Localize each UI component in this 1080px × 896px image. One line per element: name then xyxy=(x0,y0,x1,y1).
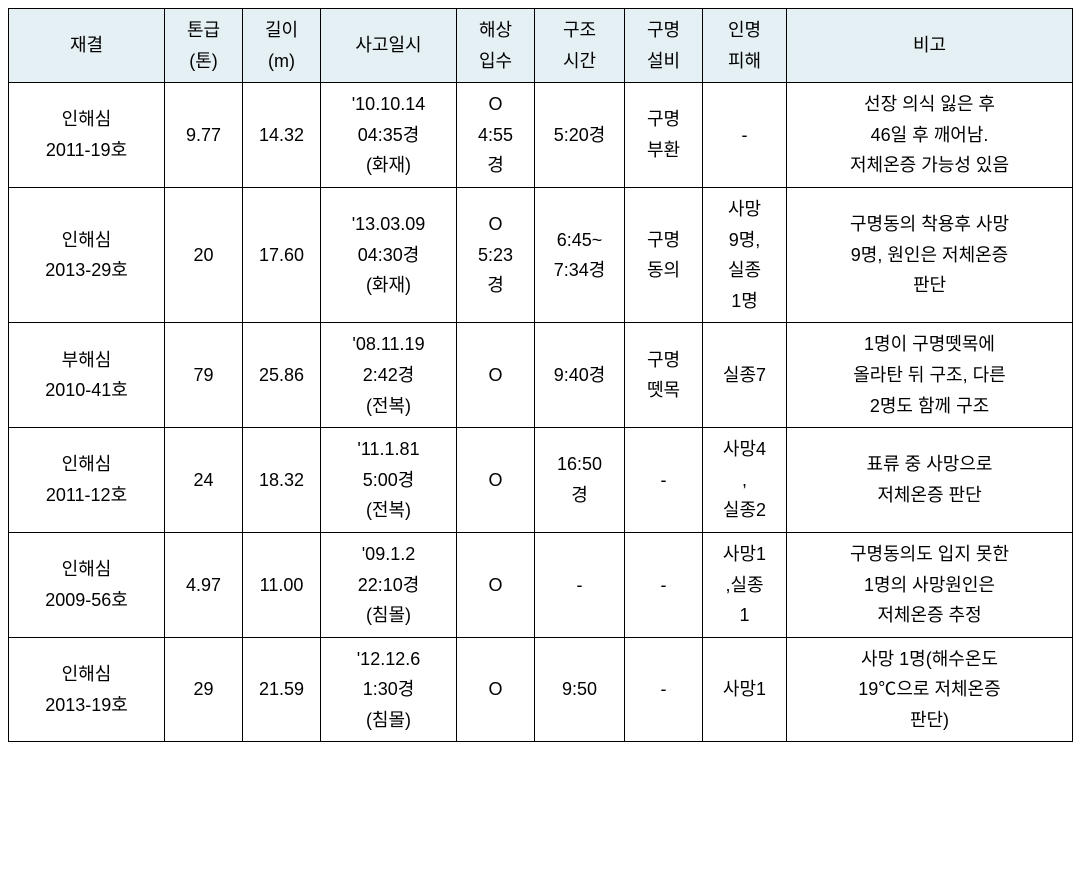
cell-ruling: 인해심 2013-29호 xyxy=(9,187,165,322)
cell-lifesaving-equipment: 구명 동의 xyxy=(625,187,703,322)
cell-casualties: - xyxy=(703,83,787,188)
cell-length: 21.59 xyxy=(243,637,321,742)
cell-accident-datetime: '08.11.19 2:42경 (전복) xyxy=(321,323,457,428)
cell-lifesaving-equipment: 구명 뗏목 xyxy=(625,323,703,428)
cell-remarks: 구명동의 착용후 사망 9명, 원인은 저체온증 판단 xyxy=(787,187,1073,322)
cell-casualties: 사망4 , 실종2 xyxy=(703,428,787,533)
cell-accident-datetime: '10.10.14 04:35경 (화재) xyxy=(321,83,457,188)
accident-table: 재결 톤급 (톤) 길이 (m) 사고일시 해상 입수 구조 시간 구명 설비 … xyxy=(8,8,1073,742)
col-header-casualties: 인명 피해 xyxy=(703,9,787,83)
table-row: 인해심 2011-12호 24 18.32 '11.1.81 5:00경 (전복… xyxy=(9,428,1073,533)
col-header-accident-datetime: 사고일시 xyxy=(321,9,457,83)
col-header-remarks: 비고 xyxy=(787,9,1073,83)
cell-length: 17.60 xyxy=(243,187,321,322)
cell-remarks: 표류 중 사망으로 저체온증 판단 xyxy=(787,428,1073,533)
cell-lifesaving-equipment: - xyxy=(625,532,703,637)
col-header-lifesaving-equipment: 구명 설비 xyxy=(625,9,703,83)
cell-casualties: 사망1 xyxy=(703,637,787,742)
cell-lifesaving-equipment: - xyxy=(625,428,703,533)
cell-remarks: 사망 1명(해수온도 19℃으로 저체온증 판단) xyxy=(787,637,1073,742)
cell-remarks: 1명이 구명뗏목에 올라탄 뒤 구조, 다른 2명도 함께 구조 xyxy=(787,323,1073,428)
cell-tonnage: 79 xyxy=(165,323,243,428)
cell-rescue-time: 5:20경 xyxy=(535,83,625,188)
col-header-tonnage: 톤급 (톤) xyxy=(165,9,243,83)
cell-length: 14.32 xyxy=(243,83,321,188)
col-header-ruling: 재결 xyxy=(9,9,165,83)
cell-rescue-time: - xyxy=(535,532,625,637)
cell-sea-entry: O 4:55 경 xyxy=(457,83,535,188)
cell-remarks: 구명동의도 입지 못한 1명의 사망원인은 저체온증 추정 xyxy=(787,532,1073,637)
cell-rescue-time: 9:40경 xyxy=(535,323,625,428)
cell-tonnage: 20 xyxy=(165,187,243,322)
cell-tonnage: 9.77 xyxy=(165,83,243,188)
cell-tonnage: 24 xyxy=(165,428,243,533)
col-header-sea-entry: 해상 입수 xyxy=(457,9,535,83)
cell-rescue-time: 9:50 xyxy=(535,637,625,742)
table-row: 인해심 2013-29호 20 17.60 '13.03.09 04:30경 (… xyxy=(9,187,1073,322)
cell-sea-entry: O xyxy=(457,323,535,428)
table-row: 부해심 2010-41호 79 25.86 '08.11.19 2:42경 (전… xyxy=(9,323,1073,428)
col-header-length: 길이 (m) xyxy=(243,9,321,83)
cell-rescue-time: 16:50 경 xyxy=(535,428,625,533)
cell-sea-entry: O 5:23 경 xyxy=(457,187,535,322)
cell-accident-datetime: '13.03.09 04:30경 (화재) xyxy=(321,187,457,322)
cell-casualties: 실종7 xyxy=(703,323,787,428)
cell-ruling: 인해심 2011-19호 xyxy=(9,83,165,188)
cell-remarks: 선장 의식 잃은 후 46일 후 깨어남. 저체온증 가능성 있음 xyxy=(787,83,1073,188)
cell-accident-datetime: '09.1.2 22:10경 (침몰) xyxy=(321,532,457,637)
cell-lifesaving-equipment: 구명 부환 xyxy=(625,83,703,188)
cell-ruling: 인해심 2011-12호 xyxy=(9,428,165,533)
cell-sea-entry: O xyxy=(457,428,535,533)
cell-tonnage: 29 xyxy=(165,637,243,742)
cell-tonnage: 4.97 xyxy=(165,532,243,637)
cell-rescue-time: 6:45~ 7:34경 xyxy=(535,187,625,322)
cell-casualties: 사망1 ,실종 1 xyxy=(703,532,787,637)
cell-length: 25.86 xyxy=(243,323,321,428)
cell-length: 18.32 xyxy=(243,428,321,533)
col-header-rescue-time: 구조 시간 xyxy=(535,9,625,83)
table-row: 인해심 2009-56호 4.97 11.00 '09.1.2 22:10경 (… xyxy=(9,532,1073,637)
cell-ruling: 인해심 2009-56호 xyxy=(9,532,165,637)
cell-ruling: 부해심 2010-41호 xyxy=(9,323,165,428)
cell-sea-entry: O xyxy=(457,532,535,637)
cell-accident-datetime: '11.1.81 5:00경 (전복) xyxy=(321,428,457,533)
cell-casualties: 사망 9명, 실종 1명 xyxy=(703,187,787,322)
table-row: 인해심 2011-19호 9.77 14.32 '10.10.14 04:35경… xyxy=(9,83,1073,188)
cell-length: 11.00 xyxy=(243,532,321,637)
cell-accident-datetime: '12.12.6 1:30경 (침몰) xyxy=(321,637,457,742)
cell-sea-entry: O xyxy=(457,637,535,742)
table-row: 인해심 2013-19호 29 21.59 '12.12.6 1:30경 (침몰… xyxy=(9,637,1073,742)
table-body: 인해심 2011-19호 9.77 14.32 '10.10.14 04:35경… xyxy=(9,83,1073,742)
cell-lifesaving-equipment: - xyxy=(625,637,703,742)
cell-ruling: 인해심 2013-19호 xyxy=(9,637,165,742)
table-header: 재결 톤급 (톤) 길이 (m) 사고일시 해상 입수 구조 시간 구명 설비 … xyxy=(9,9,1073,83)
